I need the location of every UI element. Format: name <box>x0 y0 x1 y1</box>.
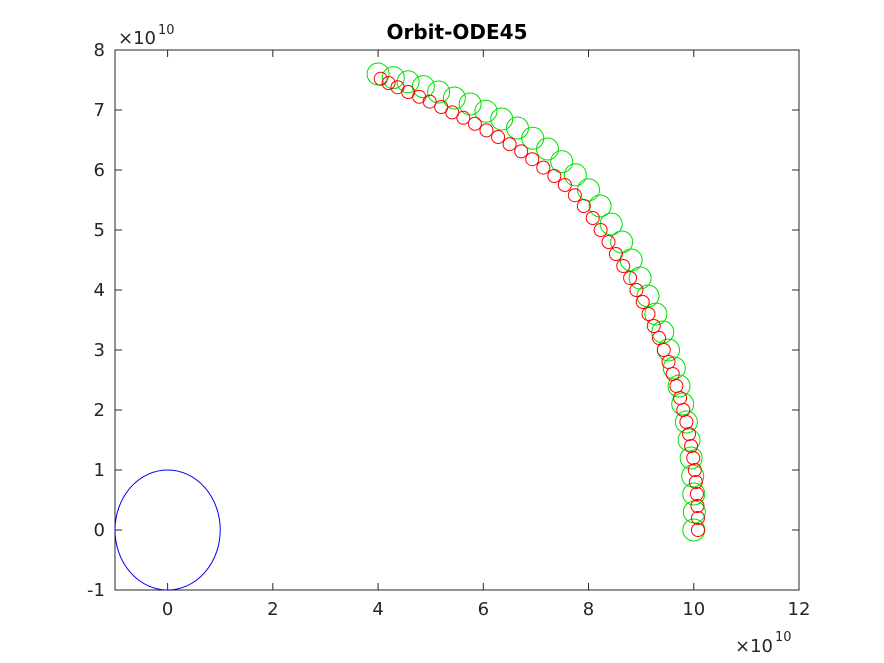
y-tick-label: 5 <box>94 220 105 241</box>
red-orbit-point <box>656 343 671 357</box>
x-tick-label: 0 <box>162 599 173 620</box>
x-tick-label: 2 <box>267 599 278 620</box>
red-orbit-point <box>689 487 704 501</box>
red-orbit-point <box>456 110 471 125</box>
red-orbit-point <box>467 116 482 131</box>
red-orbit-point <box>608 247 623 261</box>
red-orbit-point <box>690 511 705 525</box>
red-orbit-point <box>635 295 650 309</box>
y-axis-exponent: ×10 10 <box>118 23 175 49</box>
green-orbit-point <box>458 92 482 116</box>
x-exponent-power: 10 <box>775 630 792 645</box>
green-orbit-point <box>671 392 695 416</box>
x-tick-label: 10 <box>682 599 705 620</box>
red-orbit-point <box>491 130 506 144</box>
y-tick-label: -1 <box>87 580 105 601</box>
green-orbit-point <box>563 163 587 187</box>
y-tick-label: 6 <box>94 160 105 181</box>
y-tick-label: 2 <box>94 400 105 421</box>
red-orbit-point <box>641 307 656 321</box>
red-orbit-point <box>623 271 638 285</box>
red-orbit-point <box>373 71 388 86</box>
y-exponent-base: ×10 <box>118 28 156 49</box>
x-tick-label: 6 <box>478 599 489 620</box>
green-orbit-point <box>674 410 698 434</box>
red-orbit-point <box>601 235 616 249</box>
y-tick-label: 8 <box>94 40 105 61</box>
green-orbit-point <box>679 446 703 470</box>
red-orbit-point <box>547 169 562 183</box>
x-axis-exponent: ×10 10 <box>735 630 792 657</box>
red-orbit-point <box>514 144 529 159</box>
red-orbit-point <box>690 523 705 537</box>
green-orbit-point <box>442 86 466 110</box>
chart-title: Orbit-ODE45 <box>387 20 528 44</box>
y-tick-label: 0 <box>94 520 105 541</box>
green-orbit-point <box>677 428 701 452</box>
red-orbit-point <box>684 439 699 453</box>
x-tick-label: 12 <box>788 599 811 620</box>
red-orbit-point <box>536 160 551 175</box>
x-exponent-base: ×10 <box>735 636 773 657</box>
red-orbit-point <box>557 178 572 192</box>
red-orbit-point <box>690 499 705 513</box>
red-orbit-point <box>661 355 676 369</box>
red-orbit-point <box>629 283 644 297</box>
green-orbit-point <box>681 464 705 488</box>
red-orbit-point <box>585 211 600 225</box>
x-tick-label: 4 <box>372 599 383 620</box>
y-tick-label: 4 <box>94 280 105 301</box>
green-orbit-point <box>396 70 420 94</box>
green-orbit-point <box>506 116 530 140</box>
green-orbit-point <box>588 194 612 218</box>
green-orbit-point <box>682 482 706 506</box>
red-orbit-point <box>686 451 701 465</box>
green-orbit-point <box>381 66 405 90</box>
red-orbit-point <box>502 137 517 152</box>
y-tick-label: 7 <box>94 100 105 121</box>
green-orbit-point <box>427 80 451 104</box>
red-orbit-point <box>646 319 661 333</box>
y-tick-label: 1 <box>94 460 105 481</box>
green-orbit-point <box>550 150 574 174</box>
data-layer <box>114 62 706 591</box>
green-orbit-point <box>490 107 514 131</box>
red-orbit-point <box>616 259 631 273</box>
red-orbit-point <box>445 105 460 120</box>
red-orbit-point <box>576 199 591 213</box>
red-orbit-point <box>687 463 702 477</box>
red-orbit-point <box>688 475 703 489</box>
red-orbit-point <box>652 331 667 345</box>
red-orbit-point <box>434 100 449 114</box>
green-orbit-point <box>474 99 498 123</box>
red-orbit-point <box>381 76 396 90</box>
y-exponent-power: 10 <box>158 23 175 38</box>
y-tick-label: 3 <box>94 340 105 361</box>
red-orbit-point <box>479 123 494 138</box>
red-orbit-point <box>567 188 582 203</box>
green-orbit-point <box>610 230 634 254</box>
green-orbit-point <box>662 356 686 380</box>
x-tick-label: 8 <box>583 599 594 620</box>
red-orbit-point <box>525 152 540 167</box>
red-orbit-point <box>593 223 608 237</box>
red-orbit-point <box>390 80 405 95</box>
